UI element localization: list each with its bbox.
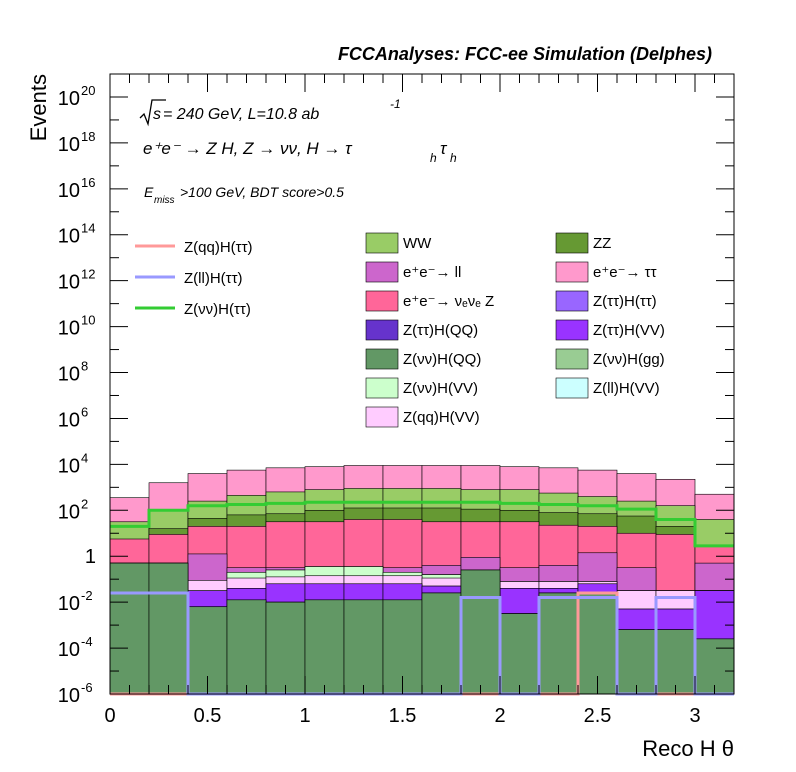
annotation-sqrt-s: s = 240 GeV, L=10.8 ab -1 — [139, 97, 401, 127]
legend-swatch — [555, 232, 589, 254]
bar-z-h-qq--10 — [499, 613, 540, 695]
bar-z-h-qq--8 — [421, 592, 462, 695]
x-tick-label: 1 — [299, 705, 310, 727]
y-tick-exponent: 8 — [81, 359, 88, 374]
cut-e-label: E — [144, 184, 154, 200]
legend-label: e⁺e⁻→ νₑνₑ Z — [403, 293, 494, 310]
bar-z-h-qq--6 — [343, 599, 384, 695]
y-tick-exponent: 10 — [81, 313, 95, 328]
x-tick-label: 0 — [104, 705, 115, 727]
legend-label: Z(qq)H(VV) — [403, 409, 480, 426]
bar-z-h-qq--9 — [460, 569, 501, 695]
y-tick-exponent: -2 — [81, 588, 93, 603]
legend-label: Z(νν)H(gg) — [593, 351, 665, 368]
y-tick-exponent: 20 — [81, 83, 95, 98]
y-tick-exponent: -6 — [81, 680, 93, 695]
y-tick-label: 10 — [58, 180, 80, 202]
x-tick-label: 2 — [494, 705, 505, 727]
legend-swatch — [555, 290, 589, 312]
bar-z-h-qq--4 — [265, 601, 306, 695]
cut-subscript: miss — [154, 195, 175, 206]
y-tick-label: 10 — [58, 593, 80, 615]
y-axis-label: Events — [26, 74, 51, 141]
sqrt-s-label: s — [153, 106, 161, 123]
bar-z-h-qq--13 — [616, 629, 657, 695]
legend-label: e⁺e⁻→ ll — [403, 264, 461, 281]
legend-label: ZZ — [593, 235, 611, 252]
legend-swatch — [555, 319, 589, 341]
legend-label: e⁺e⁻→ ττ — [593, 264, 657, 281]
x-axis-label: Reco H θ — [642, 736, 734, 761]
bar-z-h-qq--1 — [148, 562, 189, 695]
legend-swatch — [555, 348, 589, 370]
histogram-stack — [109, 465, 735, 695]
legend-swatch — [365, 319, 399, 341]
y-tick-exponent: 16 — [81, 175, 95, 190]
y-tick-exponent: 18 — [81, 129, 95, 144]
x-tick-label: 1.5 — [389, 705, 417, 727]
x-tick-label: 3 — [689, 705, 700, 727]
legend-swatch — [365, 348, 399, 370]
process-sub-1: h — [430, 151, 437, 165]
y-tick-exponent: 12 — [81, 267, 95, 282]
x-tick-label: 2.5 — [584, 705, 612, 727]
y-tick-label: 10 — [58, 134, 80, 156]
y-tick-label: 10 — [58, 318, 80, 340]
y-tick-exponent: 14 — [81, 221, 95, 236]
process-sub-2: h — [450, 151, 457, 165]
legend-label: Z(νν)H(VV) — [403, 380, 478, 397]
energy-lumi-label: = 240 GeV, L=10.8 ab — [163, 106, 319, 123]
legend-signal-label: Z(qq)H(ττ) — [184, 239, 253, 256]
legend-signal-label: Z(ll)H(ττ) — [184, 270, 243, 287]
legend-swatch — [365, 290, 399, 312]
y-tick-label: 10 — [58, 639, 80, 661]
annotation-cuts: E miss >100 GeV, BDT score>0.5 — [144, 184, 344, 206]
y-tick-label: 10 — [58, 685, 80, 707]
process-label: e⁺e⁻ → Z H, Z → νν, H → τ — [143, 139, 353, 158]
legend-swatch — [365, 261, 399, 283]
y-tick-label: 10 — [58, 455, 80, 477]
legend-swatch — [555, 377, 589, 399]
process-tau-2: τ — [440, 139, 448, 158]
y-tick-exponent: 2 — [81, 496, 88, 511]
legend-signal-label: Z(νν)H(ττ) — [184, 301, 251, 318]
chart-title: FCCAnalyses: FCC-ee Simulation (Delphes) — [338, 44, 712, 64]
y-tick-label: 1 — [85, 546, 96, 568]
y-tick-exponent: -4 — [81, 634, 93, 649]
y-tick-label: 10 — [58, 88, 80, 110]
bar-z-h-qq--5 — [304, 599, 345, 695]
y-tick-label: 10 — [58, 501, 80, 523]
legend-label: Z(ττ)H(ττ) — [593, 293, 657, 310]
legend-label: WW — [403, 235, 432, 252]
legend-label: Z(νν)H(QQ) — [403, 351, 481, 368]
legend-label: Z(ττ)H(VV) — [593, 322, 665, 339]
legend-swatch — [365, 232, 399, 254]
x-tick-label: 0.5 — [194, 705, 222, 727]
legend-label: Z(ll)H(VV) — [593, 380, 660, 397]
bar-z-h-qq--3 — [226, 599, 267, 695]
y-tick-label: 10 — [58, 409, 80, 431]
cut-rest-label: >100 GeV, BDT score>0.5 — [180, 184, 344, 200]
annotation-process: e⁺e⁻ → Z H, Z → νν, H → τ h τ h — [143, 139, 457, 165]
y-tick-label: 10 — [58, 272, 80, 294]
legend-swatch — [555, 261, 589, 283]
legend: Z(qq)H(ττ) Z(ll)H(ττ) Z(νν)H(ττ) WW ZZ e⁺e⁻→ … — [135, 232, 665, 428]
bar-z-h-qq--0 — [109, 562, 150, 695]
y-tick-label: 10 — [58, 364, 80, 386]
legend-label: Z(ττ)H(QQ) — [403, 322, 478, 339]
signal-line-z-h- — [110, 500, 734, 548]
y-tick-label: 10 — [58, 226, 80, 248]
legend-swatch — [365, 377, 399, 399]
bar-z-h-qq--11 — [538, 592, 579, 695]
y-tick-exponent: 4 — [81, 450, 88, 465]
y-tick-exponent: 6 — [81, 404, 88, 419]
bar-z-h-qq--14 — [655, 629, 696, 695]
lumi-exponent: -1 — [390, 97, 401, 111]
legend-swatch — [365, 406, 399, 428]
